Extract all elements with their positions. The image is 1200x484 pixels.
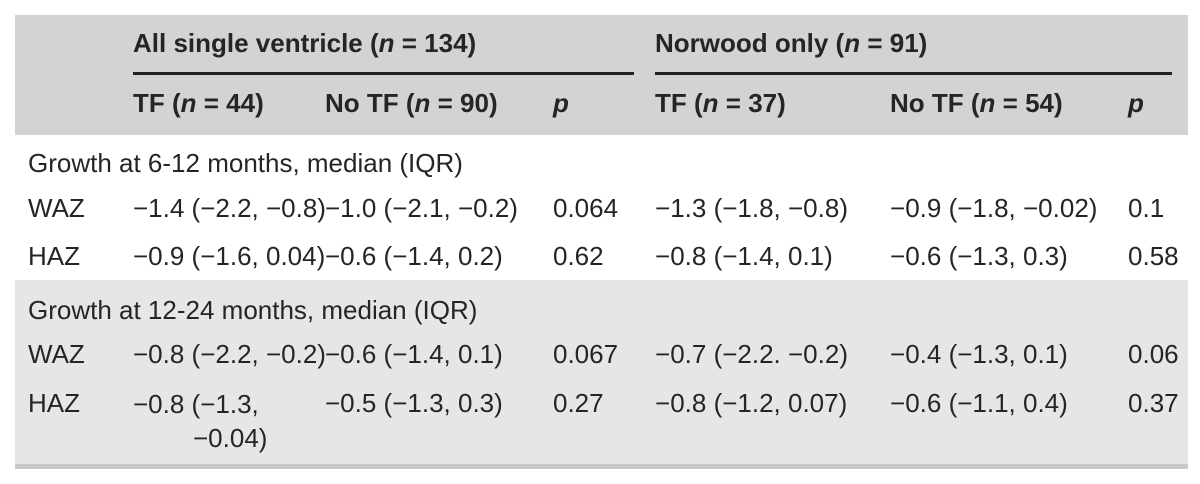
section-growth-12-24-months: Growth at 12-24 months, median (IQR) WAZ… — [15, 279, 1189, 469]
table-row-waz-12-24: WAZ −0.8 (−2.2, −0.2) −0.6 (−1.4, 0.1) 0… — [15, 330, 1188, 378]
column-header-tf-norwood: TF (n = 37) — [650, 74, 886, 135]
column-header-p-norwood: p — [1123, 74, 1189, 135]
group-label-all-single-ventricle: All single ventricle (n = 134) — [128, 28, 650, 72]
table-row-haz-6-12: HAZ −0.9 (−1.6, 0.04) −0.6 (−1.4, 0.2) 0… — [15, 232, 1188, 280]
italic-n: n — [378, 28, 395, 58]
table-cell: 0.27 — [548, 377, 651, 469]
group-text: Norwood only ( — [655, 28, 845, 58]
group-text: = 134) — [394, 28, 477, 58]
column-header-tf-all: TF (n = 44) — [128, 74, 320, 135]
header-stub-cell — [15, 15, 128, 75]
italic-n: n — [979, 87, 996, 118]
table-cell: −0.5 (−1.3, 0.3) — [320, 377, 548, 469]
table-cell: −1.3 (−1.8, −0.8) — [655, 192, 848, 223]
header-stub-cell — [15, 74, 128, 135]
section-title-row: Growth at 12-24 months, median (IQR) — [15, 280, 1188, 330]
italic-n: n — [414, 87, 431, 118]
col-text: = 54) — [995, 87, 1063, 118]
italic-n: n — [844, 28, 861, 58]
table-cell: −0.8 (−1.4, 0.1) — [655, 240, 833, 271]
header-columns-row: TF (n = 44) No TF (n = 90) p TF (n = 37)… — [15, 74, 1189, 135]
col-text: No TF ( — [325, 87, 415, 118]
table-cell: 0.06 — [1128, 338, 1179, 369]
table-cell: −0.6 (−1.4, 0.1) — [325, 338, 503, 369]
cell-line-1: −0.8 (−1.3, — [133, 388, 259, 419]
group-underline-rule — [133, 72, 635, 75]
table-header: All single ventricle (n = 134) Norwood o… — [15, 15, 1189, 135]
column-header-no-tf-norwood: No TF (n = 54) — [885, 74, 1124, 135]
table-row-waz-6-12: WAZ −1.4 (−2.2, −0.8) −1.0 (−2.1, −0.2) … — [15, 184, 1188, 232]
table-row-haz-12-24: HAZ −0.8 (−1.3, −0.04) −0.5 (−1.3, 0.3) … — [15, 377, 1189, 469]
column-header-no-tf-all: No TF (n = 90) — [320, 74, 548, 135]
header-group-all-single-ventricle: All single ventricle (n = 134) — [128, 15, 651, 75]
table-cell: −0.4 (−1.3, 0.1) — [890, 338, 1068, 369]
table-cell: 0.37 — [1123, 377, 1189, 469]
row-label: HAZ — [15, 377, 128, 469]
row-label: WAZ — [28, 192, 85, 223]
column-header-p-all: p — [548, 74, 651, 135]
table-cell: 0.1 — [1128, 192, 1165, 223]
table-cell: 0.064 — [553, 192, 619, 223]
table-cell: −0.8 (−2.2, −0.2) — [133, 338, 326, 369]
section-growth-6-12-months: Growth at 6-12 months, median (IQR) WAZ … — [15, 134, 1189, 280]
group-underline-rule — [655, 72, 1173, 75]
row-label: HAZ — [28, 240, 80, 271]
header-group-row: All single ventricle (n = 134) Norwood o… — [15, 15, 1189, 75]
col-text: = 44) — [196, 87, 264, 118]
section-title-row: Growth at 6-12 months, median (IQR) — [15, 135, 1188, 184]
group-text: = 91) — [860, 28, 928, 58]
table-cell: −1.0 (−2.1, −0.2) — [325, 192, 518, 223]
table-cell: −0.9 (−1.8, −0.02) — [890, 192, 1098, 223]
table-cell: −0.9 (−1.6, 0.04) — [133, 240, 326, 271]
italic-n: n — [180, 87, 197, 118]
col-text: TF ( — [133, 87, 181, 118]
table-cell: 0.58 — [1128, 240, 1179, 271]
col-text: = 90) — [430, 87, 498, 118]
section-title: Growth at 6-12 months, median (IQR) — [28, 147, 463, 178]
italic-p: p — [1128, 87, 1144, 118]
cell-line-2: −0.04) — [193, 422, 268, 453]
header-group-norwood-only: Norwood only (n = 91) — [650, 15, 1189, 75]
italic-n: n — [702, 87, 719, 118]
table-cell: −0.8 (−1.2, 0.07) — [650, 377, 886, 469]
group-label-norwood-only: Norwood only (n = 91) — [650, 28, 1188, 72]
table-cell: −0.6 (−1.4, 0.2) — [325, 240, 503, 271]
col-text: TF ( — [655, 87, 703, 118]
table-cell: 0.62 — [553, 240, 604, 271]
table-cell: −0.7 (−2.2. −0.2) — [655, 338, 848, 369]
table-cell: −0.6 (−1.1, 0.4) — [885, 377, 1124, 469]
table-cell: −1.4 (−2.2, −0.8) — [133, 192, 326, 223]
row-label: WAZ — [28, 338, 85, 369]
col-text: No TF ( — [890, 87, 980, 118]
table-cell: −0.6 (−1.3, 0.3) — [890, 240, 1068, 271]
italic-p: p — [553, 87, 569, 118]
growth-comparison-table: All single ventricle (n = 134) Norwood o… — [15, 15, 1189, 469]
group-text: All single ventricle ( — [133, 28, 379, 58]
table-cell-wrapped: −0.8 (−1.3, −0.04) — [128, 377, 320, 469]
col-text: = 37) — [718, 87, 786, 118]
section-title: Growth at 12-24 months, median (IQR) — [28, 294, 478, 325]
table-cell: 0.067 — [553, 338, 619, 369]
